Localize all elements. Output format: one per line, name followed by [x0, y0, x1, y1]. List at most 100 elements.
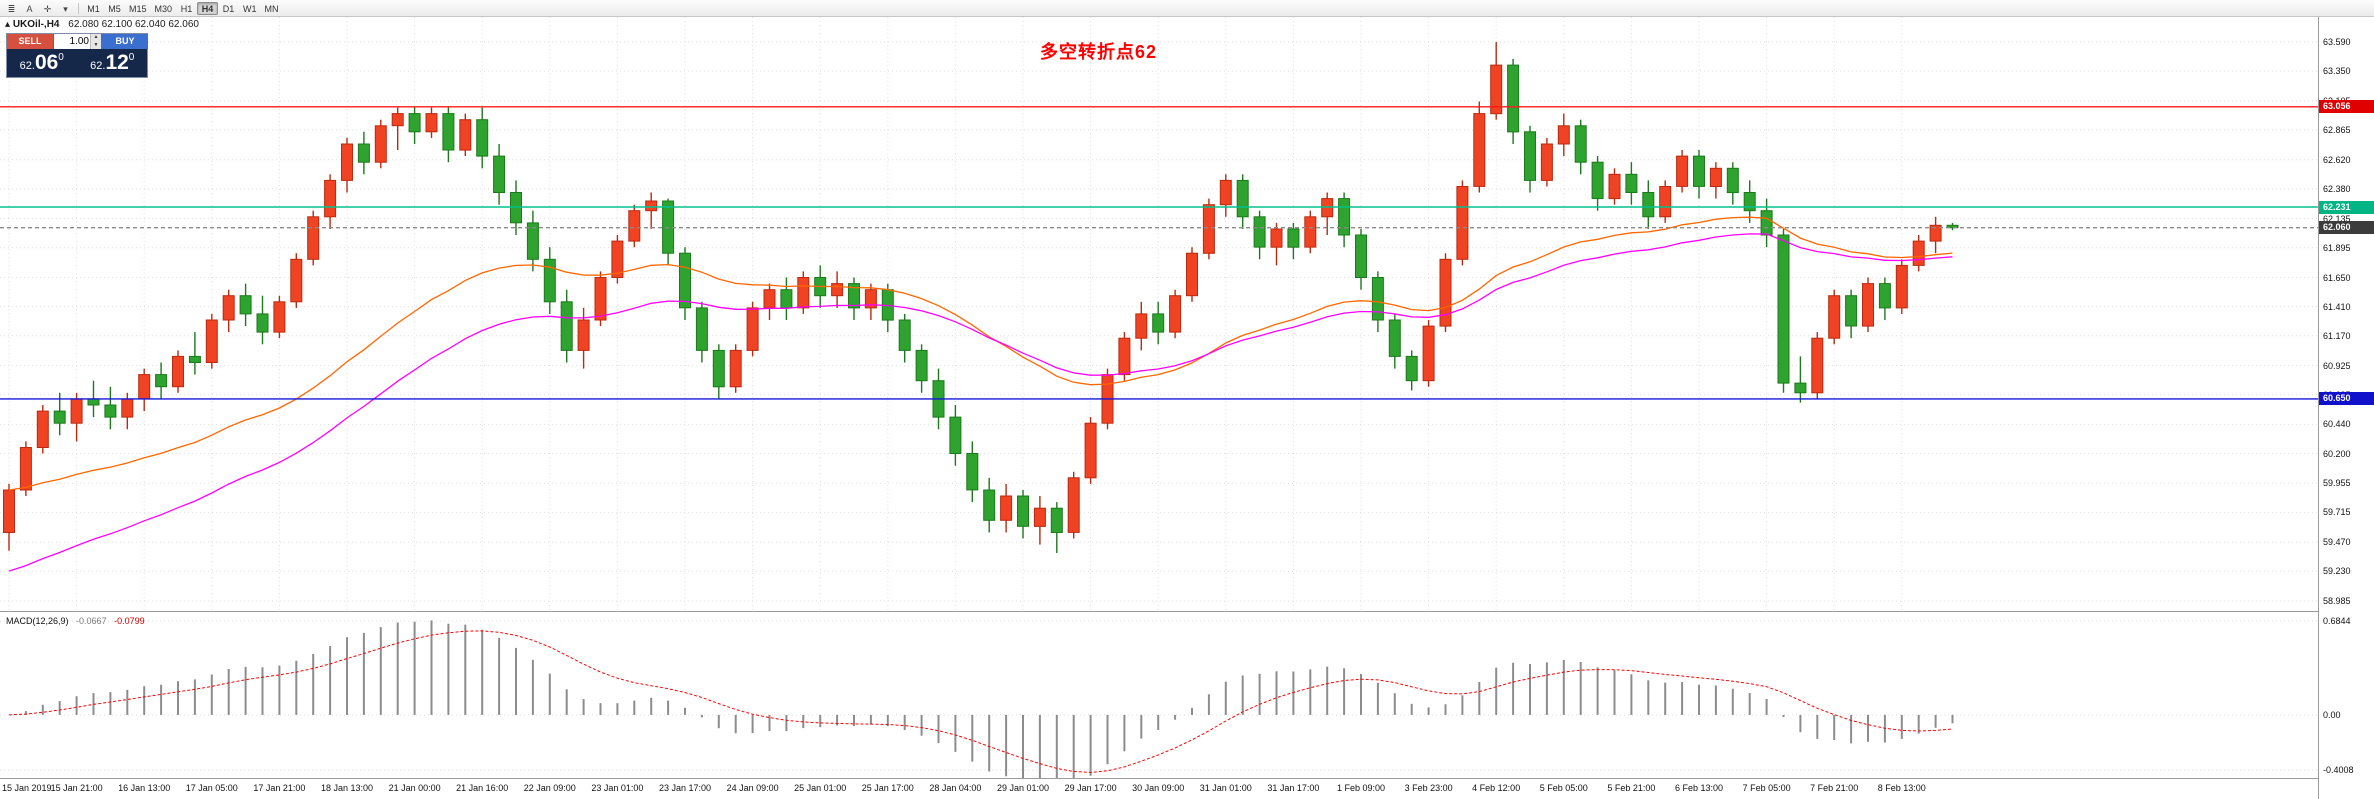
charts-menu-icon[interactable]: ≣	[7, 3, 16, 14]
volume-input[interactable]	[54, 34, 90, 49]
macd-tick-label: -0.4008	[2323, 764, 2354, 775]
time-label: 29 Jan 17:00	[1064, 783, 1117, 793]
buy-price[interactable]: 62.120	[78, 52, 148, 74]
candle	[848, 277, 860, 320]
timeframe-bar: M1 M5 M15 M30 H1 H4 D1 W1 MN	[83, 1, 283, 15]
symbol-name: UKOil-,H4	[12, 19, 60, 30]
candle	[526, 210, 539, 272]
price-tick-label: 63.590	[2323, 37, 2351, 47]
price-tick-label: 59.955	[2323, 478, 2351, 489]
candle	[3, 483, 15, 551]
timeframe-button-m5[interactable]: M5	[108, 3, 121, 14]
candle	[307, 210, 320, 266]
symbol-info: ▴ UKOil-,H4 62.080 62.100 62.040 62.060	[5, 19, 199, 30]
candle	[780, 277, 793, 320]
candle	[1304, 210, 1317, 254]
candle	[1507, 59, 1520, 144]
price-tick-label: 61.170	[2323, 330, 2351, 341]
ma-slow-line	[8, 233, 1953, 572]
candle	[1084, 417, 1097, 484]
price-tick-label: 58.985	[2323, 596, 2351, 606]
candle	[1169, 289, 1182, 339]
candle	[1557, 113, 1570, 157]
time-label: 5 Feb 05:00	[1539, 783, 1588, 793]
candle	[864, 283, 877, 320]
candle	[290, 253, 303, 308]
candle	[1709, 162, 1722, 199]
tools-caret-icon[interactable]: ▾	[63, 3, 68, 14]
time-label: 21 Jan 00:00	[388, 783, 441, 793]
candle	[966, 441, 979, 503]
cursor-tool-icon[interactable]: A	[26, 3, 33, 14]
macd-signal-line	[8, 630, 1953, 773]
timeframe-button-w1[interactable]: W1	[243, 3, 257, 14]
timeframe-button-h1[interactable]: H1	[180, 3, 193, 14]
top-toolbar: ≣ A ✛ ▾ M1 M5 M15 M30 H1 H4 D1 W1 MN	[0, 0, 2374, 17]
price-tick-label: 61.410	[2323, 301, 2351, 312]
candle	[695, 301, 708, 363]
time-label: 16 Jan 13:00	[118, 783, 171, 793]
candle	[1794, 356, 1807, 403]
symbol-ohlc: 62.080 62.100 62.040 62.060	[68, 19, 199, 30]
price-tick-label: 61.650	[2323, 272, 2351, 283]
time-label: 24 Jan 09:00	[726, 783, 779, 793]
time-label: 17 Jan 05:00	[185, 783, 238, 793]
timeframe-button-mn[interactable]: MN	[264, 3, 279, 14]
macd-tick-label: 0.6844	[2323, 616, 2351, 626]
timeframe-button-m30[interactable]: M30	[154, 3, 173, 14]
candle	[1693, 150, 1705, 199]
candle	[1405, 350, 1418, 391]
macd-main-value: -0.0667	[76, 616, 107, 626]
sell-price[interactable]: 62.060	[7, 52, 77, 74]
price-axis[interactable]: 63.59063.35063.10562.86562.62062.38062.1…	[2318, 17, 2374, 799]
volume-up-icon[interactable]: ▲	[90, 34, 101, 42]
timeframe-button-d1[interactable]: D1	[222, 3, 235, 14]
candle	[1540, 137, 1553, 187]
crosshair-tool-icon[interactable]: ✛	[43, 3, 52, 14]
candle	[1777, 229, 1790, 393]
candle	[1811, 332, 1824, 399]
time-label: 28 Jan 04:00	[929, 783, 982, 793]
time-axis[interactable]: 15 Jan 2019 15 Jan 21:00 16 Jan 13:00 17 Ja…	[0, 779, 2318, 799]
candle	[662, 198, 675, 266]
candle	[1912, 235, 1925, 272]
volume-down-icon[interactable]: ▼	[90, 41, 101, 49]
candle	[357, 131, 370, 175]
panel-splitter[interactable]	[0, 611, 2318, 612]
time-label: 31 Jan 01:00	[1199, 783, 1252, 793]
candle	[1946, 222, 1959, 231]
candle	[239, 283, 252, 327]
candle	[1642, 180, 1655, 229]
time-label: 7 Feb 21:00	[1810, 783, 1859, 793]
timeframe-button-m1[interactable]: M1	[87, 3, 100, 14]
candle	[1862, 277, 1874, 333]
time-label: 29 Jan 01:00	[996, 783, 1050, 793]
sell-button[interactable]: SELL	[7, 34, 53, 49]
symbol-marker-icon: ▴	[5, 19, 11, 30]
candle	[1050, 502, 1063, 554]
time-label: 8 Feb 13:00	[1877, 783, 1926, 793]
timeframe-button-h4[interactable]: H4	[197, 1, 219, 15]
time-label: 25 Jan 01:00	[794, 783, 847, 793]
candle	[1118, 332, 1131, 381]
candle	[1219, 174, 1232, 217]
candle	[1253, 210, 1266, 260]
candle	[1490, 42, 1503, 120]
ma-fast-line	[8, 216, 1953, 491]
buy-button[interactable]: BUY	[102, 34, 148, 49]
candle	[1524, 125, 1536, 193]
price-badge: 60.650	[2319, 392, 2374, 406]
price-tick-label: 60.200	[2323, 448, 2351, 459]
candle	[1287, 222, 1300, 260]
candle	[256, 295, 269, 345]
main-chart-canvas[interactable]	[0, 17, 2318, 612]
macd-name: MACD(12,26,9)	[6, 616, 69, 626]
candle	[1574, 119, 1587, 175]
candle	[188, 332, 201, 375]
timeframe-button-m15[interactable]: M15	[129, 3, 147, 14]
macd-panel[interactable]	[0, 612, 2318, 778]
volume-box: ▲ ▼	[53, 34, 102, 49]
candle	[70, 392, 83, 442]
time-label: 21 Jan 16:00	[456, 783, 509, 793]
macd-tick-label: 0.00	[2323, 709, 2341, 720]
